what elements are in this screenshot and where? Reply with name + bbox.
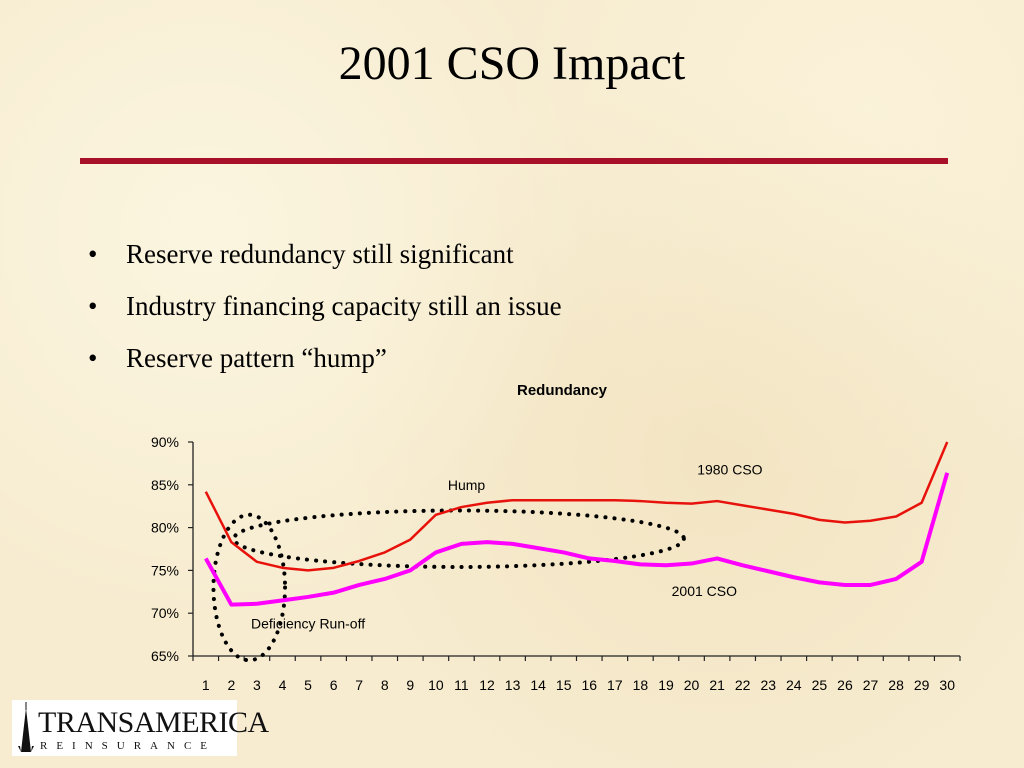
x-tick-label: 17 [607, 677, 623, 693]
x-tick-label: 23 [760, 677, 776, 693]
x-tick-label: 30 [939, 677, 955, 693]
x-tick-label: 15 [556, 677, 572, 693]
y-tick-label: 65% [151, 648, 179, 664]
y-tick-label: 70% [151, 605, 179, 621]
x-tick-label: 1 [202, 677, 210, 693]
x-tick-label: 13 [505, 677, 521, 693]
x-tick-label: 27 [863, 677, 879, 693]
x-tick-label: 26 [837, 677, 853, 693]
y-tick-label: 85% [151, 477, 179, 493]
y-tick-label: 75% [151, 562, 179, 578]
x-tick-label: 14 [530, 677, 546, 693]
annotation-label: 1980 CSO [697, 462, 762, 478]
x-tick-label: 28 [888, 677, 904, 693]
y-tick-label: 90% [151, 434, 179, 450]
bullet-item: • Reserve pattern “hump” [88, 332, 562, 384]
pyramid-building-icon [18, 702, 34, 752]
x-tick-label: 25 [812, 677, 828, 693]
x-tick-label: 18 [633, 677, 649, 693]
x-tick-label: 21 [709, 677, 725, 693]
bullet-icon: • [88, 239, 98, 269]
x-tick-label: 7 [355, 677, 363, 693]
annotation-label: Hump [448, 477, 486, 493]
x-tick-label: 2 [227, 677, 235, 693]
bullet-item: • Industry financing capacity still an is… [88, 280, 562, 332]
x-tick-label: 4 [279, 677, 287, 693]
annotation-label: Deficiency Run-off [251, 616, 365, 632]
x-tick-label: 24 [786, 677, 802, 693]
x-tick-label: 16 [581, 677, 597, 693]
logo-subtitle: REINSURANCE [40, 740, 217, 752]
logo-name: TRANSAMERICA [38, 706, 269, 739]
series-line-1980-cso [204, 441, 949, 572]
series-line-2001-cso [204, 472, 950, 607]
deficiency-ellipse [211, 512, 288, 663]
bullet-item: • Reserve redundancy still significant [88, 228, 562, 280]
slide-title: 2001 CSO Impact [338, 37, 686, 90]
x-tick-label: 20 [684, 677, 700, 693]
x-tick-label: 22 [735, 677, 751, 693]
transamerica-logo: TRANSAMERICA REINSURANCE [12, 700, 269, 756]
x-tick-label: 8 [381, 677, 389, 693]
x-tick-label: 5 [304, 677, 312, 693]
title-underline [80, 158, 948, 164]
bullet-icon: • [88, 291, 98, 321]
bullet-list: • Reserve redundancy still significant • I… [88, 228, 562, 384]
x-tick-label: 12 [479, 677, 495, 693]
hump-ellipse [231, 508, 686, 569]
x-tick-label: 6 [330, 677, 338, 693]
chart-title: Redundancy [517, 382, 608, 399]
annotation-label: 2001 CSO [672, 583, 737, 599]
x-tick-label: 9 [406, 677, 414, 693]
y-tick-label: 80% [151, 520, 179, 536]
x-tick-label: 29 [914, 677, 930, 693]
x-tick-label: 3 [253, 677, 261, 693]
x-tick-label: 19 [658, 677, 674, 693]
x-tick-label: 10 [428, 677, 444, 693]
x-tick-label: 11 [454, 677, 469, 693]
bullet-icon: • [88, 343, 98, 373]
